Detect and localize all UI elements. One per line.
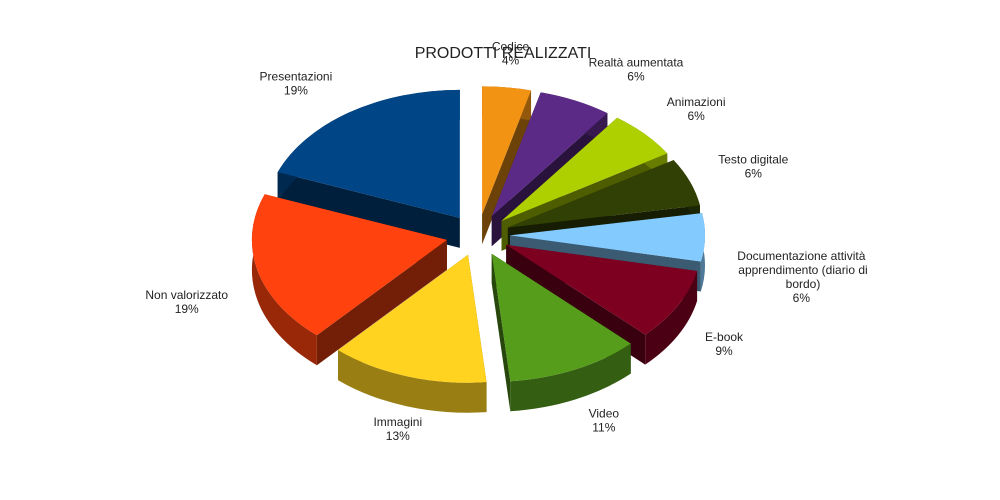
- slice-label: E-book: [705, 330, 744, 344]
- slice-label: Codice: [492, 39, 530, 53]
- value-label: 6%: [745, 166, 763, 180]
- value-label: 9%: [715, 344, 733, 358]
- slice-top: [491, 92, 608, 217]
- slice-top: [507, 160, 700, 228]
- slice-side: [491, 253, 511, 412]
- slice-label: Presentazioni: [260, 69, 333, 83]
- slice-wall: [510, 343, 631, 412]
- value-label: 13%: [386, 429, 410, 443]
- slice-label: Animazioni: [667, 95, 726, 109]
- slice-wall: [645, 271, 698, 365]
- value-label: 11%: [592, 421, 615, 435]
- slice-top: [251, 194, 447, 336]
- slice-top: [501, 117, 668, 221]
- slice-label: Realtà aumentata: [589, 55, 684, 69]
- slice-top: [506, 244, 698, 335]
- slice: [277, 89, 460, 248]
- slice-side: [277, 172, 460, 248]
- slice-side: [316, 239, 447, 366]
- slice-side: [482, 90, 532, 245]
- slice-label: Non valorizzato: [145, 288, 228, 302]
- value-label: 6%: [793, 291, 811, 305]
- slice-top: [482, 86, 532, 215]
- value-label: 4%: [502, 53, 520, 67]
- slice: [251, 194, 447, 366]
- value-label: 6%: [687, 109, 705, 123]
- slice-wall: [337, 350, 487, 413]
- chart-title: PRODOTTI REALIZZATI: [415, 45, 592, 62]
- slice-top: [491, 253, 631, 382]
- value-label: 19%: [175, 302, 199, 316]
- value-label: 6%: [627, 69, 645, 83]
- slice-top: [509, 213, 705, 262]
- slice: [482, 86, 532, 245]
- slice: [337, 254, 487, 413]
- value-label: 19%: [284, 83, 308, 97]
- slice-label: Immagini: [373, 415, 422, 429]
- slice: [491, 253, 631, 412]
- slice-label: Video: [589, 407, 620, 421]
- slice-label: Documentazione attività apprendimento (d…: [735, 249, 868, 291]
- slice-label: Testo digitale: [718, 152, 788, 166]
- slice-top: [337, 254, 487, 383]
- slice-top: [277, 89, 460, 218]
